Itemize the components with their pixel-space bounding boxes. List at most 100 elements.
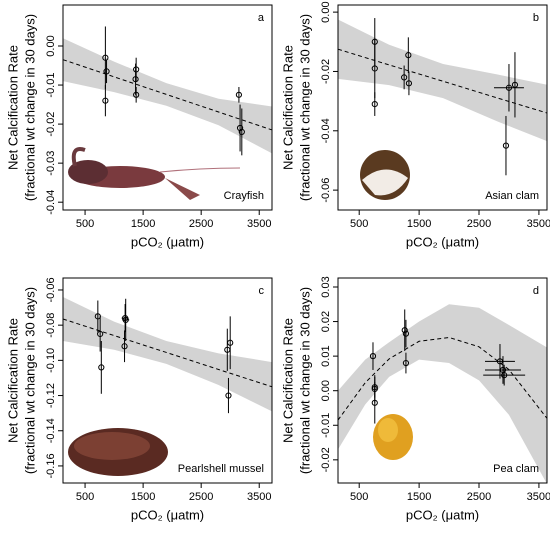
y-axis-label: (fractional wt change in 30 days) [22, 287, 37, 474]
data-point [122, 316, 129, 323]
plot-frame [337, 277, 548, 484]
species-label: Pea clam [493, 463, 539, 475]
data-point [121, 343, 128, 350]
y-tick-label: -0.12 [45, 383, 57, 408]
confidence-band [338, 19, 547, 142]
plot-frame [62, 277, 273, 484]
panel: 500 1500 2500 3500 0.00 -0.02 -0.04 -0.06 Net Ca… [280, 1, 550, 249]
y-axis-label: (fractional wt change in 30 days) [297, 14, 312, 201]
data-point [501, 372, 508, 379]
data-point [227, 339, 234, 346]
y-tick-label: 0.00 [320, 1, 332, 22]
y-tick-label: -0.02 [320, 447, 332, 472]
x-axis-label: pCO₂ (μatm) [131, 507, 204, 522]
fit-line [337, 336, 548, 421]
confidence-band [63, 38, 272, 154]
crayfish-image [68, 147, 241, 200]
data-point [371, 399, 378, 406]
data-point [236, 124, 244, 132]
y-tick-label: -0.02 [45, 112, 57, 137]
data-point [238, 128, 245, 136]
asian-clam-image [360, 150, 410, 200]
y-tick-label: -0.01 [320, 413, 332, 438]
y-tick-label: -0.04 [320, 118, 332, 143]
panel: 500 1500 2500 3500 0.03 0.02 0.01 0.00 -0.01 -0.0… [280, 276, 550, 522]
x-tick-label: 3500 [247, 218, 271, 230]
data-point [97, 330, 104, 338]
x-tick-label: 3500 [527, 491, 550, 503]
y-axis-label: (fractional wt change in 30 days) [22, 14, 37, 201]
panel-label: b [533, 12, 539, 24]
y-tick-label: -0.08 [45, 313, 57, 338]
y-axis-label: Net Calcification Rate [280, 318, 295, 443]
plot-frame [337, 4, 548, 211]
y-tick-label: -0.10 [45, 348, 57, 373]
y-tick-label: -0.02 [320, 59, 332, 84]
data-point [102, 54, 109, 61]
data-point [511, 81, 519, 88]
confidence-band [63, 297, 272, 412]
species-label: Pearlshell mussel [178, 463, 264, 475]
y-tick-label: -0.14 [45, 418, 57, 443]
x-tick-label: 500 [76, 491, 94, 503]
y-axis-label: Net Calcification Rate [5, 318, 20, 443]
x-tick-label: 500 [350, 218, 368, 230]
y-axis-label: Net Calcification Rate [280, 45, 295, 170]
y-tick-label: 0.03 [320, 276, 332, 297]
y-tick-label: 0.00 [320, 380, 332, 401]
x-tick-label: 1500 [407, 491, 431, 503]
fit-line [62, 59, 273, 131]
y-tick-label: -0.01 [45, 73, 57, 98]
panel: 500 1500 2500 3500 0.00 -0.01 -0.02 -0.03 -0.04 N… [5, 4, 273, 249]
x-tick-label: 2500 [467, 491, 491, 503]
fit-line [337, 48, 548, 114]
data-point [103, 68, 110, 75]
y-axis-label: (fractional wt change in 30 days) [297, 287, 312, 474]
pearlshell-mussel-image [68, 428, 168, 476]
y-axis-label: Net Calcification Rate [5, 45, 20, 170]
x-tick-label: 2500 [189, 491, 213, 503]
species-label: Asian clam [485, 190, 539, 202]
x-axis-label: pCO₂ (μatm) [406, 507, 479, 522]
y-tick-label: 0.00 [45, 35, 57, 56]
data-point [133, 91, 140, 98]
data-point [402, 359, 410, 367]
data-point [132, 76, 139, 83]
x-axis-label: pCO₂ (μatm) [131, 234, 204, 249]
panel: 500 1500 2500 3500 -0.06 -0.08 -0.10 -0.12 -0.14… [5, 277, 273, 522]
x-tick-label: 2500 [189, 218, 213, 230]
y-tick-label: 0.01 [320, 345, 332, 366]
data-point [133, 66, 140, 73]
y-tick-label: -0.03 [45, 151, 57, 176]
data-point [502, 142, 510, 149]
data-point [225, 392, 232, 399]
data-point [401, 74, 408, 81]
pea-clam-image [373, 414, 413, 460]
x-tick-label: 3500 [247, 491, 271, 503]
x-tick-label: 3500 [527, 218, 550, 230]
data-point [371, 100, 378, 108]
x-tick-label: 1500 [131, 491, 155, 503]
confidence-band [338, 304, 547, 485]
panel-label: a [258, 12, 265, 24]
y-tick-label: 0.02 [320, 311, 332, 332]
plot-frame [62, 4, 273, 211]
panel-label: d [533, 285, 539, 297]
panel-label: c [259, 285, 265, 297]
data-point [369, 353, 377, 360]
y-tick-label: -0.06 [320, 178, 332, 203]
x-tick-label: 1500 [131, 218, 155, 230]
y-tick-label: -0.06 [45, 277, 57, 302]
y-tick-label: -0.16 [45, 453, 57, 478]
y-tick-label: -0.04 [45, 190, 57, 215]
data-point [405, 52, 412, 59]
data-point [405, 80, 413, 87]
fit-line [62, 318, 273, 388]
data-point [371, 65, 378, 72]
data-point [235, 91, 243, 98]
x-axis-label: pCO₂ (μatm) [406, 234, 479, 249]
x-tick-label: 500 [76, 218, 94, 230]
data-point [505, 84, 513, 91]
x-tick-label: 2500 [467, 218, 491, 230]
